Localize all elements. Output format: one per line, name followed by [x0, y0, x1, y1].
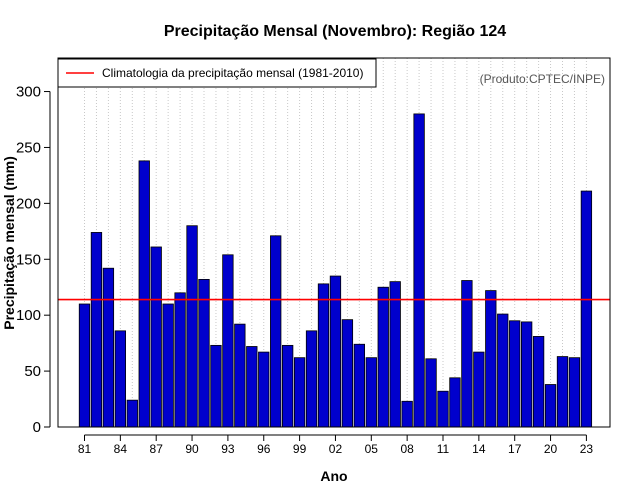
bar-1987	[150, 246, 162, 428]
y-axis: 0 50 100 150 200 250 300	[16, 84, 51, 436]
bar-1994	[234, 323, 246, 428]
bar-1991	[198, 278, 210, 428]
credit-text: (Produto:CPTEC/INPE)	[480, 72, 605, 86]
bar-1985	[126, 399, 138, 428]
bar-1984	[114, 330, 126, 428]
x-tick-label-05: 05	[365, 442, 379, 456]
bar-2012	[449, 377, 461, 428]
y-tick-label-100: 100	[16, 307, 41, 324]
bar-1988	[162, 303, 174, 428]
x-tick-label-17: 17	[508, 442, 522, 456]
bar-2007	[389, 281, 401, 428]
bar-2011	[437, 390, 449, 428]
bar-2020	[544, 384, 557, 428]
bar-1996	[258, 351, 270, 428]
bar-2003	[341, 319, 354, 428]
bar-1995	[246, 346, 258, 428]
bar-series	[78, 113, 593, 428]
bar-1992	[210, 344, 222, 428]
bar-2015	[485, 290, 497, 428]
x-tick-label-14: 14	[472, 442, 486, 456]
x-tick-label-90: 90	[185, 442, 199, 456]
bar-2021	[556, 356, 569, 428]
x-tick-label-96: 96	[257, 442, 271, 456]
y-axis-label: Precipitação mensal (mm)	[1, 156, 17, 330]
bar-2018	[521, 321, 533, 428]
y-tick-label-0: 0	[33, 419, 41, 436]
bar-1998	[281, 344, 294, 428]
y-tick-label-300: 300	[16, 84, 41, 101]
bar-2016	[497, 313, 509, 428]
x-tick-label-23: 23	[580, 442, 594, 456]
x-axis: 81 84 87 90 93 96 99 02 05 08 11 14 17 20 23	[78, 434, 594, 456]
bar-1986	[138, 160, 150, 428]
x-axis-label: Ano	[320, 468, 347, 484]
bar-2014	[473, 351, 485, 428]
y-tick-label-150: 150	[16, 251, 41, 268]
x-tick-label-20: 20	[544, 442, 558, 456]
bar-1999	[293, 357, 306, 428]
legend-label-climatology: Climatologia da precipitação mensal (198…	[102, 66, 363, 80]
y-tick-label-250: 250	[16, 139, 41, 156]
bar-1990	[186, 225, 198, 428]
x-tick-label-87: 87	[150, 442, 164, 456]
y-tick-label-200: 200	[16, 195, 41, 212]
bar-2008	[401, 400, 413, 428]
bar-2006	[377, 286, 389, 428]
bar-2005	[365, 357, 377, 428]
legend-box	[57, 58, 377, 88]
legend: Climatologia da precipitação mensal (198…	[57, 58, 377, 88]
bar-1997	[270, 235, 282, 428]
bar-1993	[222, 254, 234, 428]
x-tick-label-93: 93	[221, 442, 235, 456]
bar-2013	[461, 280, 473, 428]
bar-1983	[102, 267, 115, 428]
x-tick-label-99: 99	[293, 442, 307, 456]
bar-2019	[532, 336, 545, 428]
bar-2000	[305, 330, 318, 428]
x-tick-label-84: 84	[114, 442, 128, 456]
bar-2017	[509, 320, 521, 428]
bar-2022	[568, 357, 581, 428]
bar-1982	[90, 232, 103, 428]
x-tick-label-02: 02	[329, 442, 343, 456]
plot-frame	[57, 57, 611, 428]
bar-2010	[425, 358, 437, 428]
x-tick-label-81: 81	[78, 442, 92, 456]
bar-1989	[174, 292, 186, 428]
chart-title: Precipitação Mensal (Novembro): Região 1…	[164, 23, 506, 40]
x-tick-label-11: 11	[437, 442, 450, 456]
bar-2001	[317, 283, 330, 428]
bar-2004	[353, 343, 366, 428]
bar-2002	[329, 275, 342, 428]
bar-1981	[78, 303, 91, 428]
bar-2023	[580, 190, 593, 428]
x-tick-label-08: 08	[400, 442, 414, 456]
y-tick-label-50: 50	[24, 363, 41, 380]
bar-2009	[413, 113, 425, 428]
